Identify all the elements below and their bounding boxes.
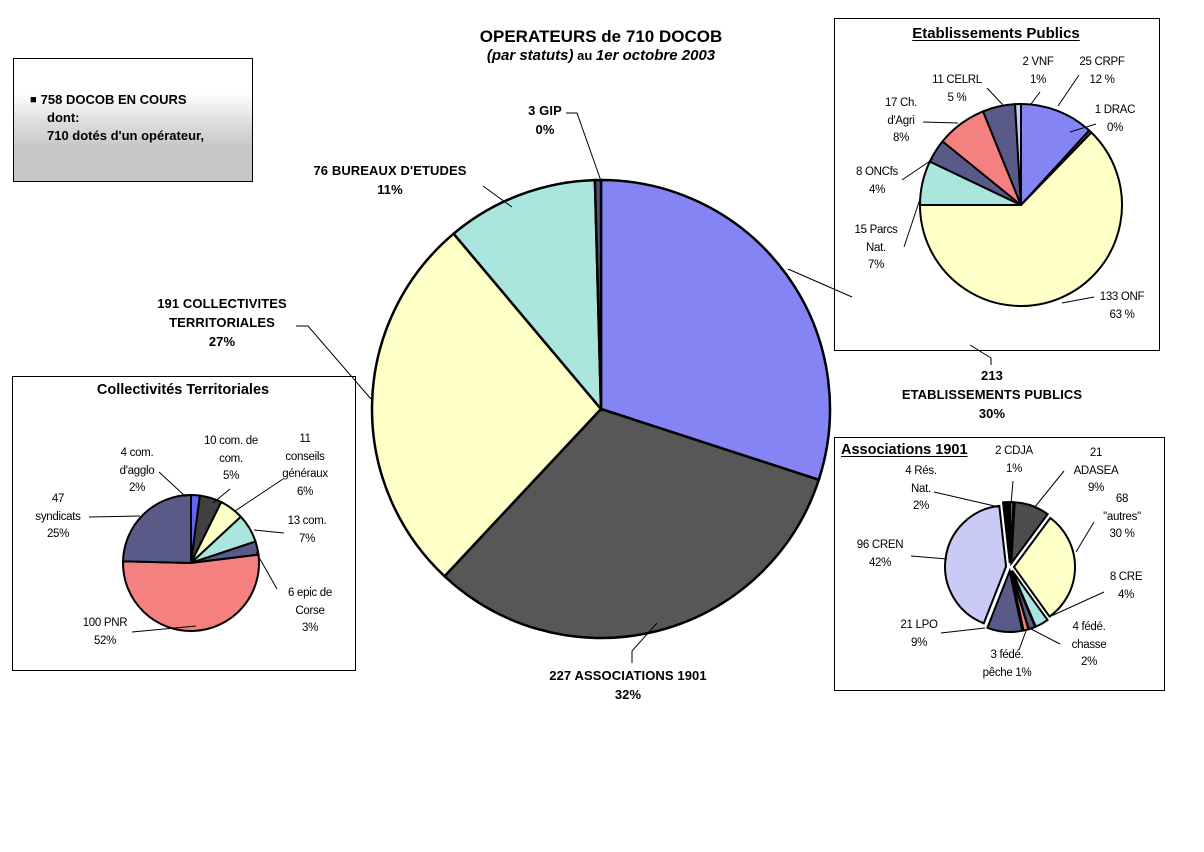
label-cdja: 2 CDJA 1%	[995, 445, 1033, 475]
label-res-nat: 4 Rés. Nat. 2%	[905, 465, 937, 512]
label-autres: 68 "autres" 30 %	[1103, 493, 1141, 540]
label-drac: 1 DRAC 0%	[1094, 104, 1136, 134]
label-syndicats: 47 syndicats 25%	[35, 493, 81, 540]
pie-slice-etablissements-publics	[599, 178, 832, 482]
label-cre: 8 CRE 4%	[1109, 571, 1143, 601]
label-pnr: 100 PNR 52%	[82, 617, 128, 647]
label-oncfs: 8 ONCfs 4%	[856, 166, 898, 196]
collectivites-territoriales-title: Collectivités Territoriales	[96, 382, 270, 398]
label-lpo: 21 LPO 9%	[900, 619, 938, 649]
label-cren: 96 CREN 42%	[856, 539, 904, 569]
label-collectivites: 191 COLLECTIVITES TERRITORIALES 27%	[157, 296, 287, 349]
label-fede-peche: 3 fédé. pêche 1%	[982, 649, 1032, 679]
label-etablissements-summary: 213 ETABLISSEMENTS PUBLICS 30%	[901, 368, 1083, 421]
subtitle-date: 1er octobre 2003	[595, 47, 716, 64]
pie-slice-gip	[593, 178, 603, 410]
subtitle-par-statuts: (par statuts)	[486, 47, 574, 64]
legend-line-2: dont:	[47, 110, 80, 125]
associations-1901-title: Associations 1901	[841, 442, 968, 458]
leader-line	[631, 622, 658, 663]
label-adasea: 21 ADASEA 9%	[1073, 447, 1119, 494]
label-celrl: 11 CELRL 5 %	[932, 74, 982, 104]
label-ch-agri: 17 Ch. d'Agri 8%	[884, 97, 918, 144]
label-com-13: 13 com. 7%	[287, 515, 327, 545]
etablissements-publics-title: Etablissements Publics	[912, 25, 1080, 42]
legend-line-1: ■ 758 DOCOB EN COURS	[14, 91, 252, 109]
label-vnf: 2 VNF 1%	[1022, 56, 1054, 86]
label-fede-chasse: 4 fédé. chasse 2%	[1071, 621, 1107, 668]
label-associations: 227 ASSOCIATIONS 1901 32%	[549, 668, 707, 702]
chart-subtitle: (par statuts) au 1er octobre 2003	[401, 47, 801, 64]
chart-title-block: OPERATEURS de 710 DOCOB (par statuts) au…	[401, 27, 801, 64]
label-crpf: 25 CRPF 12 %	[1079, 56, 1125, 86]
label-com-agglo: 4 com. d'agglo 2%	[119, 447, 155, 494]
label-conseils-generaux: 11 conseils généraux 6%	[282, 433, 328, 498]
label-epic-corse: 6 epic de Corse 3%	[288, 587, 332, 634]
square-bullet-icon: ■	[30, 94, 37, 106]
label-parcs-nat: 15 Parcs Nat. 7%	[854, 224, 898, 271]
chart-title: OPERATEURS de 710 DOCOB	[479, 27, 723, 46]
legend-line-3: 710 dotés d'un opérateur,	[47, 128, 204, 143]
pie-slice-associations-1901	[442, 407, 821, 640]
label-gip: 3 GIP 0%	[528, 103, 562, 137]
label-com-de-com: 10 com. de com. 5%	[204, 435, 258, 482]
legend-line-1-text: 758 DOCOB EN COURS	[40, 92, 187, 107]
legend-box: ■ 758 DOCOB EN COURS dont: 710 dotés d'un…	[13, 58, 253, 182]
pie-slice-collectivites-territoriales	[370, 231, 603, 578]
label-bureaux-etudes: 76 BUREAUX D'ETUDES 11%	[313, 163, 467, 197]
pie-slice-bureaux-etudes	[451, 178, 603, 413]
label-onf: 133 ONF 63 %	[1099, 291, 1145, 321]
subtitle-au: au	[573, 48, 596, 63]
